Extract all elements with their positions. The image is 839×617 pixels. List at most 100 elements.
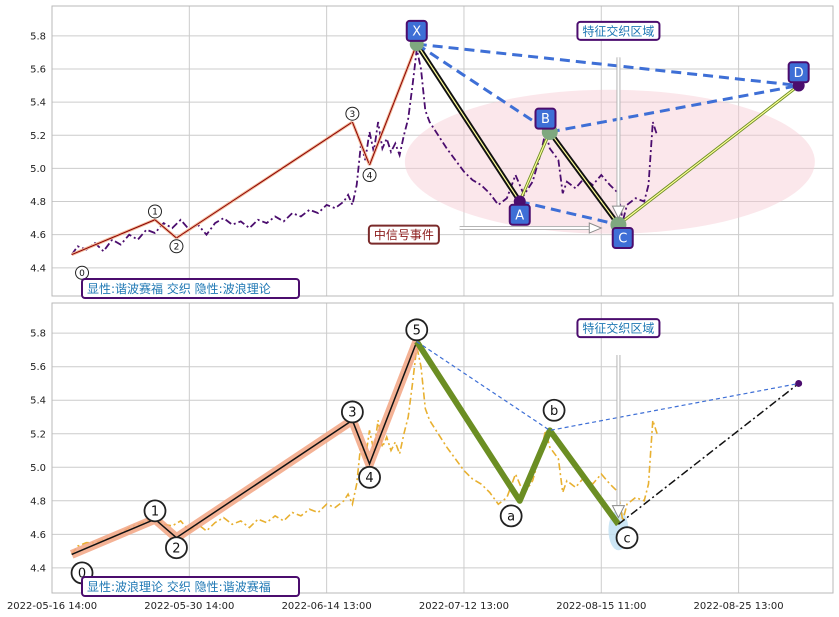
x-tick-label: 2022-05-16 14:00 bbox=[7, 601, 97, 612]
xabcd-tag: X bbox=[412, 24, 421, 39]
y-tick-label: 4.6 bbox=[30, 530, 46, 541]
y-tick-label: 5.2 bbox=[30, 131, 46, 142]
xabcd-leg-highlight-C-D bbox=[618, 85, 800, 226]
y-tick-label: 5.6 bbox=[30, 362, 46, 373]
xabcd-leg-highlight-X-A bbox=[416, 43, 521, 202]
x-tick-label: 2022-08-15 11:00 bbox=[556, 601, 646, 612]
xabcd-tag: B bbox=[541, 112, 550, 127]
wave-label-group: 0 bbox=[75, 265, 90, 280]
y-tick-label: 4.4 bbox=[30, 263, 46, 274]
y-tick-label: 4.8 bbox=[30, 197, 46, 208]
black-projection-line bbox=[617, 382, 800, 525]
y-tick-label: 5.4 bbox=[30, 98, 46, 109]
xabcd-tag-box bbox=[508, 203, 531, 226]
x-tick-label: 2022-08-25 13:00 bbox=[694, 601, 784, 612]
mid-signal-label: 中信号事件 bbox=[374, 227, 434, 242]
wave-label: 1 bbox=[152, 208, 158, 218]
wave-label: 3 bbox=[348, 406, 356, 421]
y-tick-label: 4.4 bbox=[30, 563, 46, 574]
wave-label-circle bbox=[405, 318, 429, 342]
feature-zone-label-box bbox=[576, 20, 661, 41]
xabcd-tag-group: B bbox=[534, 107, 557, 130]
xabcd-tag-box bbox=[534, 107, 557, 130]
wave-label-circle bbox=[358, 465, 381, 489]
xabcd-dashed-B-D bbox=[549, 84, 799, 134]
wave-label-circle bbox=[615, 526, 639, 550]
price-series-line bbox=[71, 346, 658, 555]
panel-bottom-grid: 4.4 4.6 4.8 5.0 5.2 5.4 5.6 5.8 bbox=[30, 302, 834, 594]
xabcd-tag-group: A bbox=[508, 203, 531, 226]
xabcd-tag-group: D bbox=[787, 61, 810, 84]
wave-label-group: 4 bbox=[358, 465, 381, 489]
wave-label: 1 bbox=[151, 505, 159, 520]
y-tick-label: 5.2 bbox=[30, 429, 46, 440]
wave-label-group: b bbox=[542, 398, 566, 422]
wave-label-circle bbox=[542, 398, 566, 422]
feature-zone-label: 特征交织区域 bbox=[582, 23, 654, 38]
wave-line-2-3 bbox=[176, 121, 353, 239]
feature-zone-label-box bbox=[576, 318, 661, 339]
dashed-projection-line bbox=[416, 341, 799, 432]
feature-zone-arrow bbox=[611, 57, 626, 220]
y-tick-label: 5.0 bbox=[30, 164, 46, 175]
wave-label: 5 bbox=[413, 324, 421, 339]
wave-label-group: a bbox=[499, 504, 523, 528]
wave-label: 0 bbox=[78, 567, 86, 582]
wave-label-circle bbox=[499, 504, 523, 528]
wave-label: 0 bbox=[79, 269, 85, 279]
feature-zone-arrow bbox=[611, 354, 626, 519]
wave-line-0-1 bbox=[71, 219, 156, 256]
plot-frame bbox=[51, 5, 834, 297]
x-tick-label: 2022-06-14 13:00 bbox=[282, 601, 372, 612]
wave-label-circle bbox=[147, 204, 162, 219]
wave-label-group: 1 bbox=[147, 204, 162, 219]
wave-label-circle bbox=[345, 106, 360, 121]
xabcd-tag-box bbox=[787, 61, 810, 84]
mid-signal-arrow-head bbox=[588, 222, 603, 234]
feature-zone-label-group: 特征交织区域 bbox=[576, 318, 661, 339]
xabcd-tag: D bbox=[794, 66, 804, 81]
wave-label-circle bbox=[165, 536, 188, 560]
wave-label-circle bbox=[362, 168, 377, 183]
y-tick-label: 5.8 bbox=[30, 31, 46, 42]
mid-signal-label-box bbox=[367, 224, 440, 245]
price-series-line bbox=[70, 48, 658, 256]
impulse-wave-line bbox=[71, 341, 418, 556]
wave-line-4-5 bbox=[369, 43, 418, 166]
x-axis: 2022-05-16 14:00 2022-05-30 14:00 2022-06-… bbox=[7, 601, 784, 612]
wave-label-group: 3 bbox=[345, 106, 360, 121]
xabcd-dashed-X-B bbox=[415, 42, 551, 134]
feature-zone-arrow-head bbox=[611, 505, 626, 519]
feature-zone-arrow-head bbox=[611, 205, 626, 220]
xabcd-tag-group: X bbox=[405, 19, 428, 42]
xabcd-tag: C bbox=[618, 232, 627, 247]
wave-label-group: 2 bbox=[165, 536, 188, 560]
plot-frame bbox=[51, 302, 834, 594]
wave-label-circle bbox=[143, 499, 167, 523]
x-tick-label: 2022-05-30 14:00 bbox=[144, 601, 234, 612]
xabcd-dashed-X-D bbox=[416, 42, 799, 88]
wave-label: c bbox=[623, 531, 630, 546]
corrective-wave-line bbox=[414, 339, 621, 527]
caption-box bbox=[81, 576, 300, 597]
xabcd-tag: A bbox=[515, 208, 524, 223]
wave-line-3-4 bbox=[351, 121, 371, 166]
wave-label-circle bbox=[340, 400, 364, 424]
wave-label: a bbox=[507, 510, 515, 525]
panel-top-grid: 4.4 4.6 4.8 5.0 5.2 5.4 5.6 5.8 bbox=[30, 5, 834, 297]
wave-label-group: 1 bbox=[143, 499, 167, 523]
wave-label-group: 5 bbox=[405, 318, 429, 342]
wave-label: 2 bbox=[174, 243, 180, 253]
panel-caption: 显性:波浪理论 交织 隐性:谐波赛福 bbox=[87, 579, 271, 594]
y-tick-label: 4.8 bbox=[30, 496, 46, 507]
xabcd-tag-box bbox=[611, 227, 634, 249]
wave-label-group: c bbox=[615, 526, 639, 550]
impulse-wave-halo bbox=[69, 339, 421, 559]
feature-zone-label: 特征交织区域 bbox=[582, 321, 654, 336]
wave-label-group: 2 bbox=[169, 239, 184, 254]
wave-label: 3 bbox=[350, 110, 356, 120]
x-tick-label: 2022-07-12 13:00 bbox=[419, 601, 509, 612]
